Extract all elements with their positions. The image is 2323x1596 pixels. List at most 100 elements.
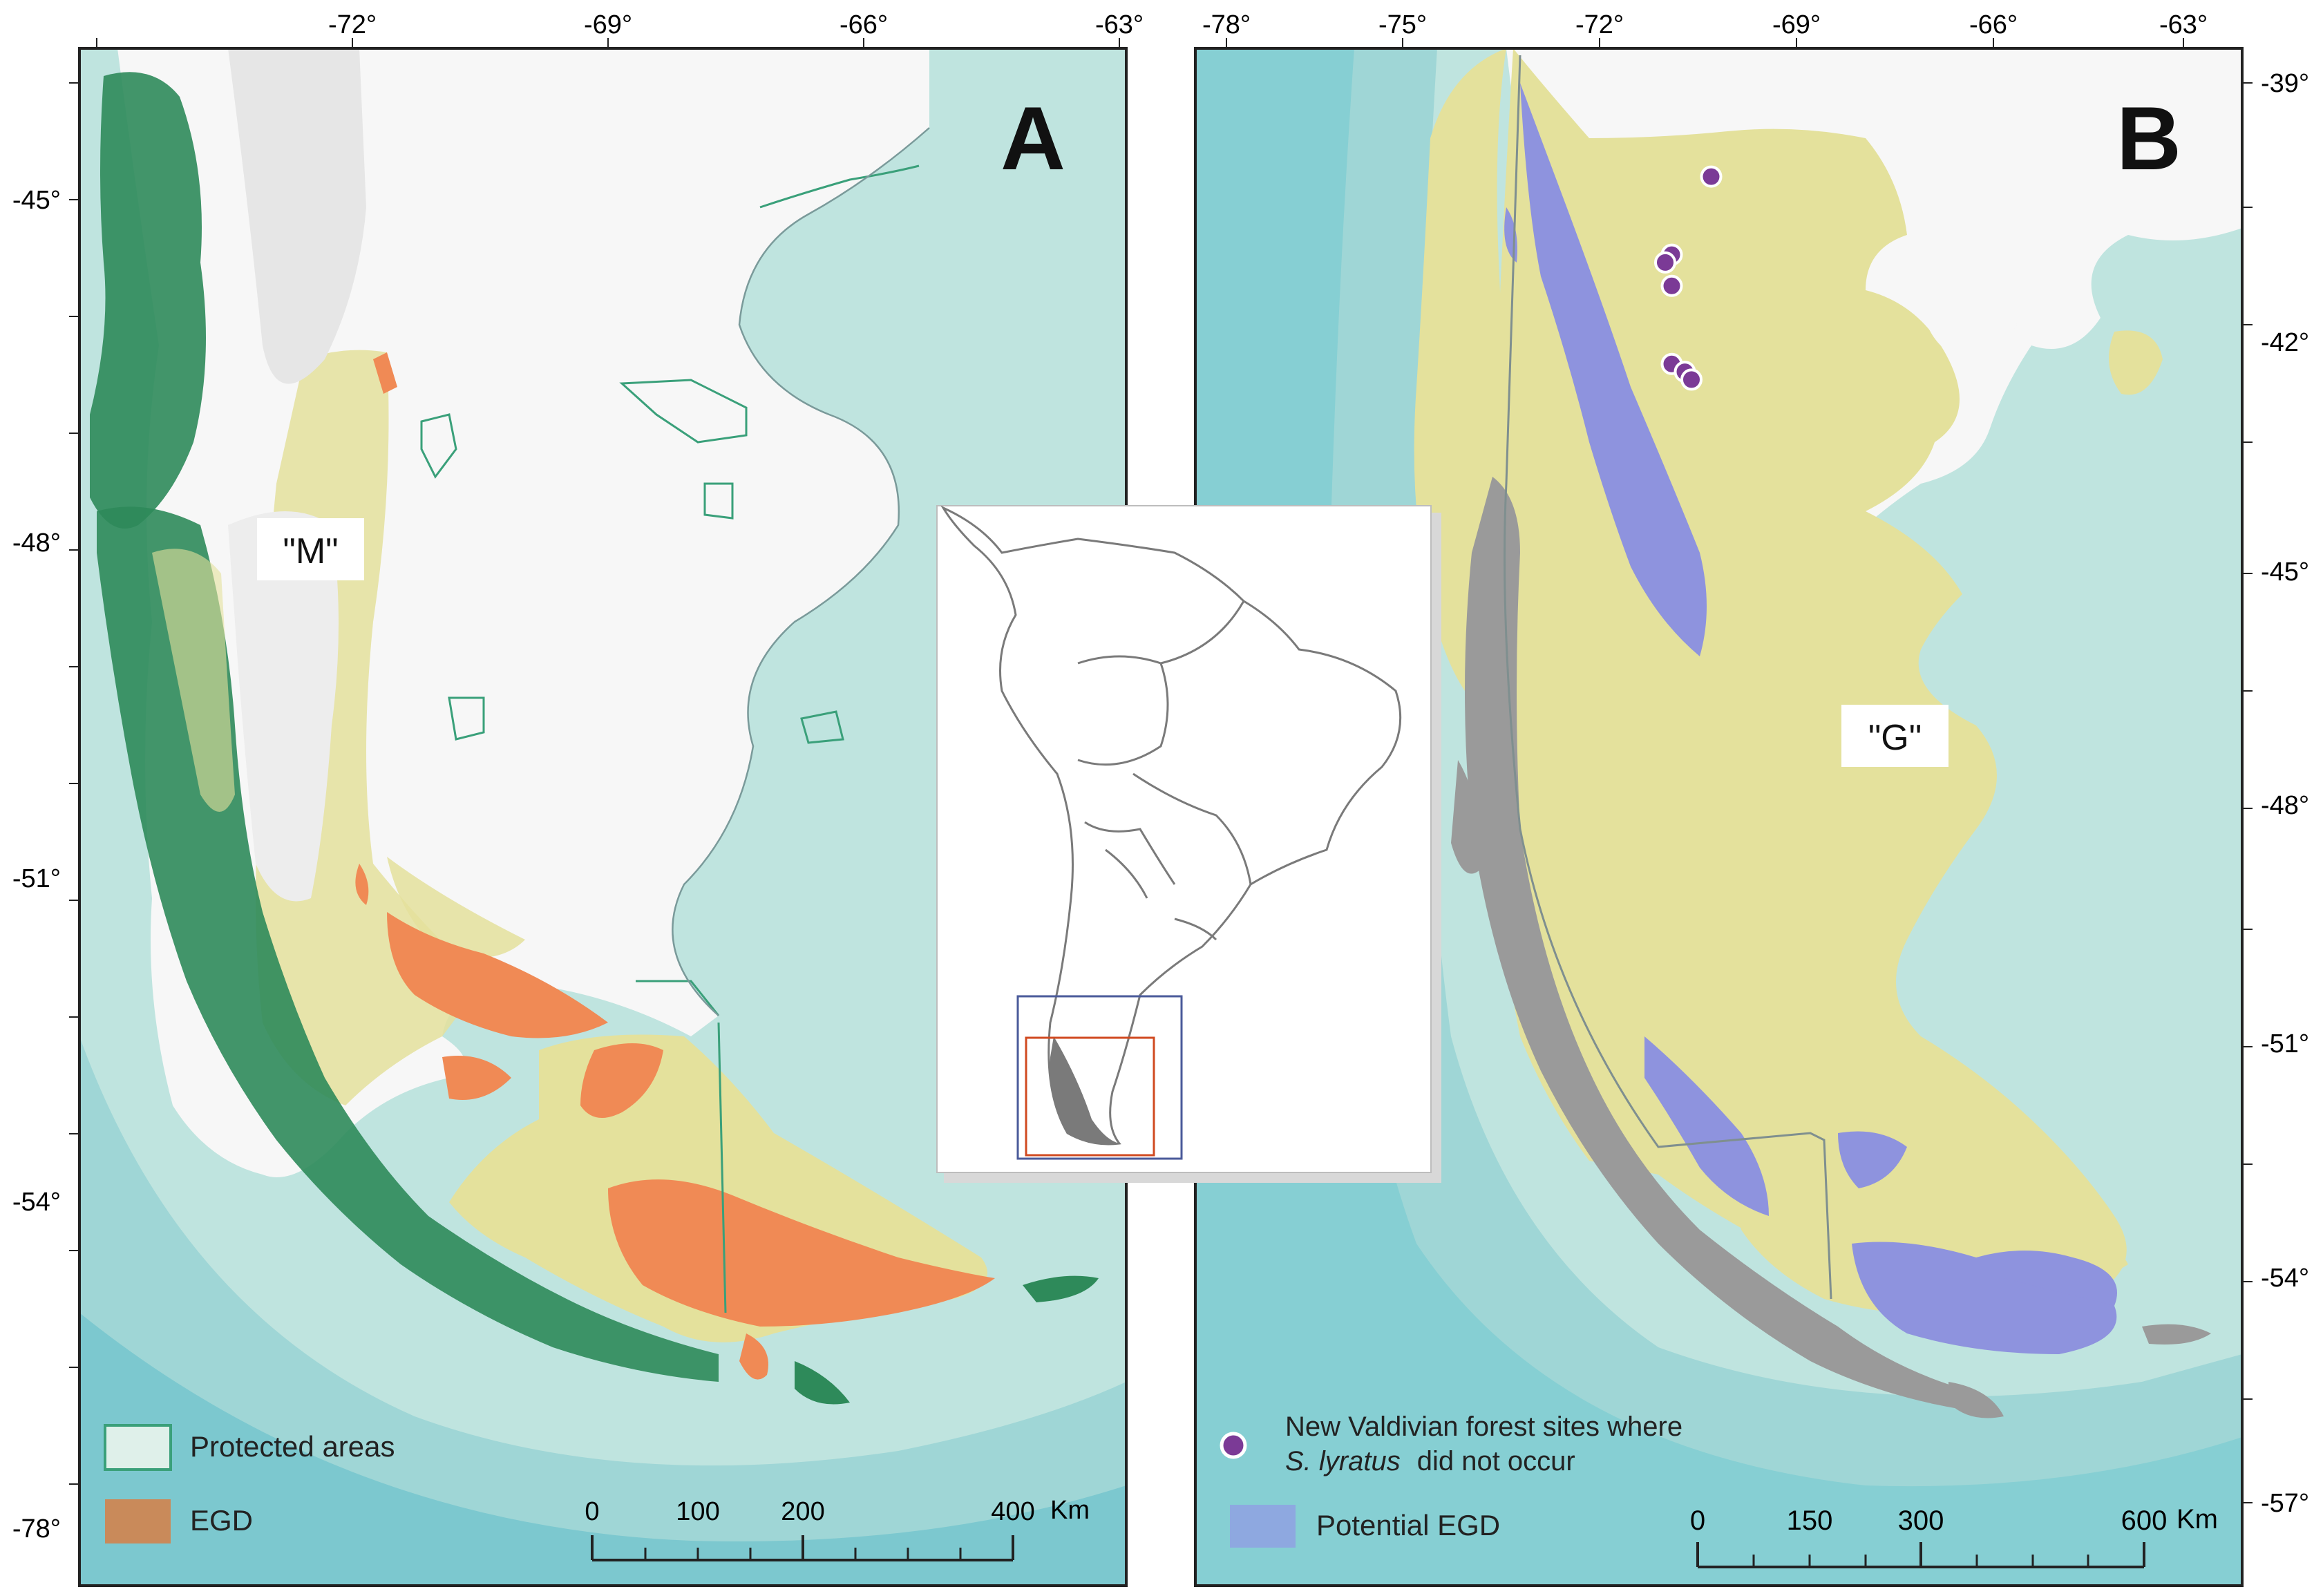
panel-a-top-tick: -63°	[1095, 10, 1144, 39]
panel-a: "M" A Protected areas EGD 0 100	[12, 10, 1144, 1587]
inset-extent-b	[1016, 995, 1183, 1160]
forest-site-marker	[1700, 165, 1723, 188]
potential-egd-south-2	[1838, 1131, 1907, 1188]
potential-egd-north	[1520, 83, 1707, 656]
inset-map	[936, 505, 1441, 1183]
panel-a-graticule-ticks	[69, 38, 1120, 1485]
legend-potential-egd-swatch	[1230, 1505, 1296, 1548]
panel-a-left-tick: -54°	[12, 1188, 61, 1217]
country-border-1	[1077, 655, 1169, 766]
scale-a-tick-label: 200	[781, 1497, 824, 1526]
cape-islands-b	[1949, 1382, 2004, 1418]
legend-egd-swatch	[105, 1499, 171, 1543]
potential-egd-south-4	[1976, 1251, 2117, 1306]
border-a	[636, 980, 720, 1016]
forest-north-a	[90, 72, 206, 529]
border-b	[1504, 55, 1832, 1300]
region-m-label: "M"	[283, 531, 338, 571]
panel-a-left-tick: -48°	[12, 529, 61, 558]
panel-b-right-tick: -57°	[2261, 1489, 2309, 1518]
egd-patch-1	[387, 912, 608, 1038]
inset-patagonia-highlight	[1050, 1036, 1119, 1145]
scale-b-tick-label: 300	[1898, 1505, 1944, 1536]
panel-b-map: "G" B New Valdivian forest sites where S…	[1195, 48, 2242, 1586]
region-g-label: "G"	[1868, 718, 1922, 758]
panel-b-letter: B	[2116, 88, 2181, 189]
protected-area-outlines	[420, 164, 920, 1313]
panel-b-right-tick: -54°	[2261, 1264, 2309, 1293]
falklands-b	[2142, 1324, 2211, 1345]
country-border-3	[1132, 772, 1252, 885]
scale-a-unit: Km	[1050, 1496, 1090, 1525]
falklands-a	[1023, 1275, 1099, 1302]
protected-area-1	[619, 379, 748, 444]
forest-site-marker	[1654, 251, 1676, 274]
legend-sites-line2: S. lyratus did not occur	[1285, 1446, 1575, 1476]
panel-a-left-tick: -78°	[12, 1514, 61, 1543]
deep-ocean-a	[79, 1036, 1126, 1586]
forest-site-marker	[1660, 274, 1683, 297]
forest-gray-b	[1465, 477, 1962, 1409]
south-america-outline	[940, 505, 1402, 1146]
panel-a-letter: A	[1001, 88, 1065, 189]
egd-patch-7	[739, 1333, 768, 1380]
panel-b-right-tick: -42°	[2261, 328, 2309, 357]
inset-extent-a	[1025, 1036, 1155, 1157]
panel-b-top-tick: -75°	[1378, 10, 1427, 39]
deeper-ocean-b	[1195, 48, 2242, 1586]
forest-south-a	[97, 506, 719, 1383]
forest-sites	[1654, 165, 1723, 391]
scale-a-tick-label: 400	[991, 1497, 1034, 1526]
white-patch-b	[1921, 290, 2018, 354]
scale-a-tick-label: 100	[676, 1497, 719, 1526]
protected-area-5	[800, 710, 844, 744]
panel-b-right-tick: -45°	[2261, 558, 2309, 587]
deep-ocean-b	[1195, 48, 2242, 1586]
forest-gray-patch-b	[1451, 760, 1486, 874]
egd-patch-2	[442, 1056, 511, 1100]
panel-a-map: "M" A Protected areas EGD 0 100	[79, 48, 1126, 1586]
country-border-4	[1105, 848, 1148, 899]
panel-b-graticule-ticks	[1226, 38, 2253, 1503]
legend-sites-suffix: did not occur	[1417, 1446, 1575, 1476]
panel-b-top-tick: -66°	[1969, 10, 2018, 39]
legend-site-symbol	[1220, 1432, 1247, 1459]
panel-b: "G" B New Valdivian forest sites where S…	[1194, 10, 2309, 1587]
protected-area-4	[448, 696, 485, 741]
forest-clearings-a	[152, 549, 235, 812]
scale-b-tick-label: 0	[1690, 1505, 1705, 1536]
egd-patch-5	[355, 864, 369, 905]
steppe-g-b	[1483, 48, 2127, 1288]
legend-potential-egd-label: Potential EGD	[1316, 1509, 1500, 1541]
inset-frame	[936, 505, 1432, 1173]
protected-area-3	[703, 482, 734, 520]
panel-b-top-tick: -72°	[1575, 10, 1624, 39]
legend-sites-line1: New Valdivian forest sites where	[1285, 1412, 1682, 1442]
atlantic-coast-a	[672, 127, 930, 1016]
cape-islands-a	[795, 1361, 850, 1405]
panel-a-left-tick: -51°	[12, 864, 61, 893]
egd-patch-4	[608, 1179, 995, 1327]
legend-protected-swatch	[104, 1424, 172, 1471]
continent-outline	[940, 505, 1402, 1146]
panel-b-right-tick: -51°	[2261, 1029, 2309, 1058]
scale-a-tick-label: 0	[585, 1497, 599, 1526]
potential-egd-south-3	[1852, 1242, 2117, 1354]
country-border-5	[1084, 821, 1176, 885]
southern-icefield-a	[228, 511, 339, 902]
scale-bar-b: 0 150 300 600 Km	[1690, 1504, 2218, 1568]
border-tdf-a	[717, 1022, 727, 1313]
panel-a-left-tick: -45°	[12, 186, 61, 215]
scale-b-tick-label: 150	[1787, 1505, 1833, 1536]
northern-icefield-a	[228, 48, 366, 384]
protected-coast-1	[759, 164, 920, 209]
panel-b-right-tick: -48°	[2261, 791, 2309, 820]
legend-egd-label: EGD	[190, 1504, 253, 1537]
country-border-6	[1174, 918, 1217, 941]
legend-protected-label: Protected areas	[190, 1430, 395, 1463]
panel-a-top-tick: -69°	[584, 10, 632, 39]
deeper-ocean-a	[79, 1313, 1126, 1586]
panel-b-top-tick: -78°	[1202, 10, 1251, 39]
panel-b-right-tick: -39°	[2261, 69, 2309, 98]
egd-patch-3	[580, 1043, 663, 1118]
